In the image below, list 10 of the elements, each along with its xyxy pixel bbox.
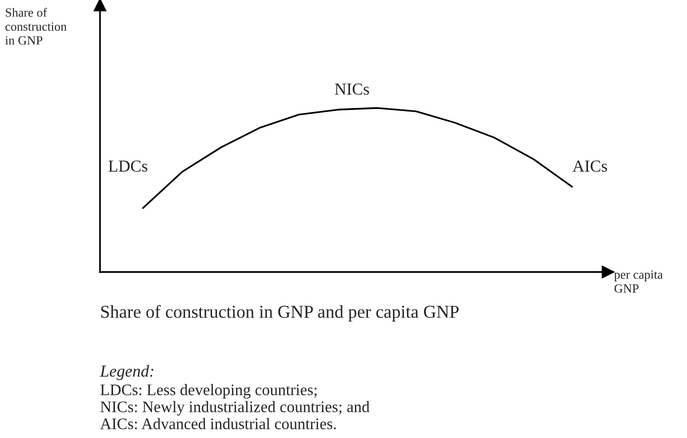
text: LDCs: Less developing countries; — [100, 384, 317, 399]
text: NICs: Newly industrialized countries; and — [100, 401, 370, 416]
annotation: LDCs — [108, 160, 148, 172]
annotation: AICs — [572, 160, 607, 172]
text: Share of construction in GNP — [5, 8, 67, 45]
text: Legend: — [100, 365, 154, 380]
text: AICs: Advanced industrial countries. — [100, 418, 336, 430]
text: NICs — [334, 84, 369, 95]
text: Share of construction in GNP and per capita GNP — [101, 305, 459, 322]
x-axis-title: per capita GNP — [614, 270, 663, 293]
